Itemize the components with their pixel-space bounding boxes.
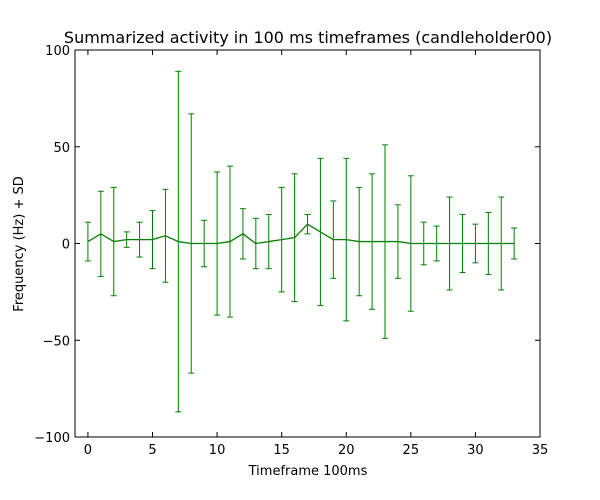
series-line [87,223,515,245]
x-tick-label: 35 [532,443,549,458]
x-tick-label: 10 [209,443,226,458]
chart-title: Summarized activity in 100 ms timeframes… [64,28,552,47]
y-tick-label: 100 [45,44,70,59]
x-tick-label: 20 [338,443,355,458]
y-axis-label: Frequency (Hz) + SD [12,176,27,311]
y-tick-label: 0 [62,238,70,253]
plot-area: 0 5 10 15 20 25 30 35 −100 −50 0 50 100 [34,44,548,458]
x-tick-label: 0 [84,443,92,458]
y-tick-label: −100 [34,431,70,446]
x-tick-label: 30 [467,443,484,458]
x-axis-label: Timeframe 100ms [248,464,368,479]
y-tick-label: 50 [53,141,70,156]
y-tick-label: −50 [43,334,70,349]
x-tick-label: 25 [403,443,420,458]
x-tick-label: 15 [273,443,290,458]
x-tick-label: 5 [148,443,156,458]
